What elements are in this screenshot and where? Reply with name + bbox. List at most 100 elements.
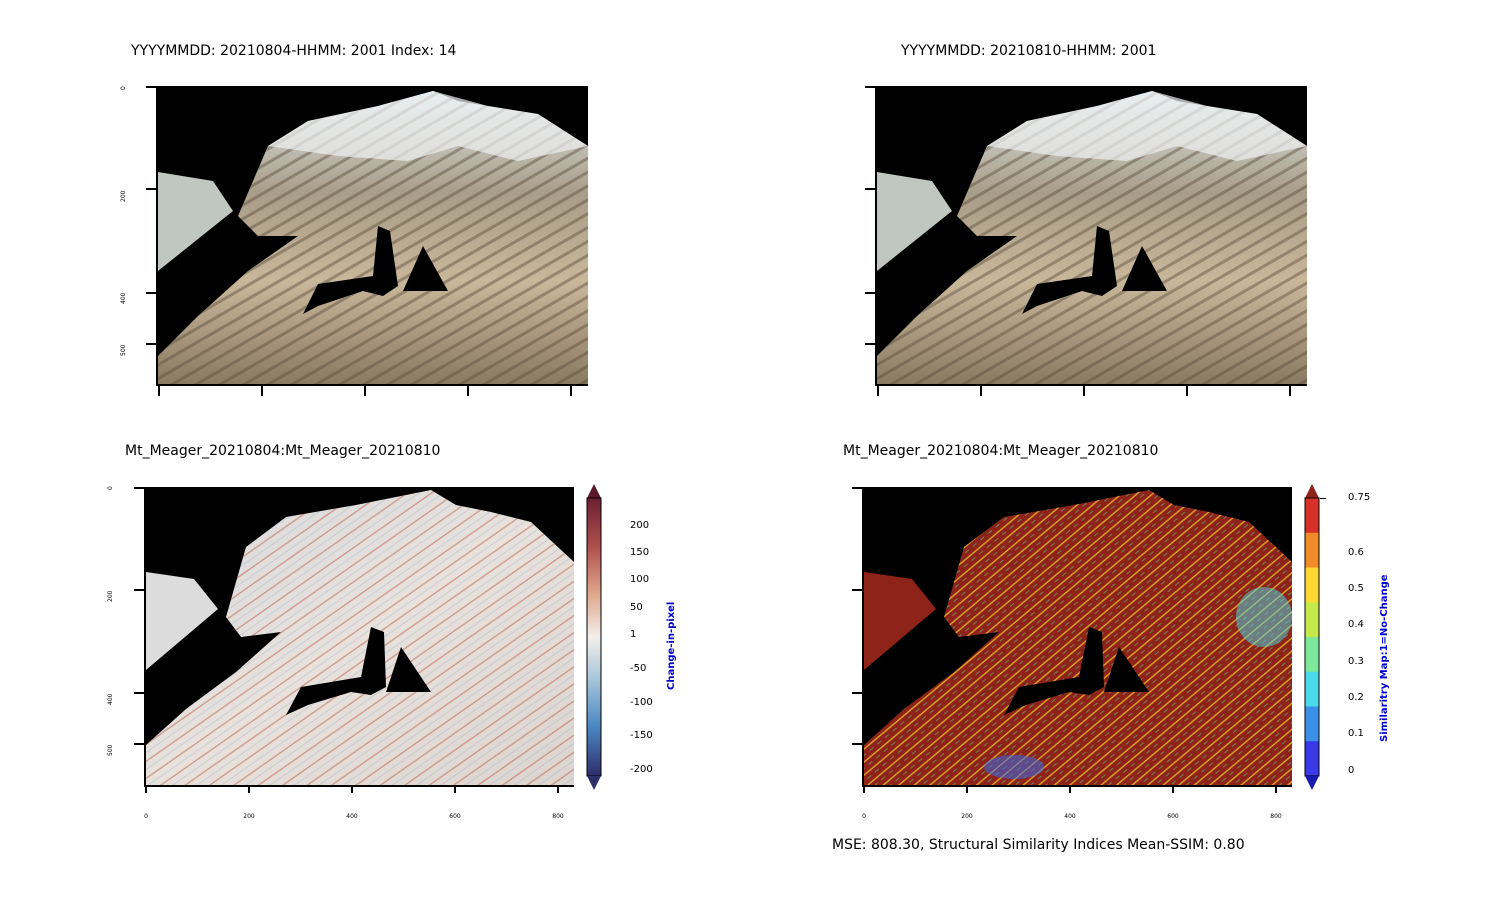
- x-tick: [1186, 386, 1188, 396]
- colorbar-tick-label: 0.4: [1348, 619, 1364, 630]
- colorbar-band: [1305, 637, 1319, 673]
- bottom-right-title: Mt_Meager_20210804:Mt_Meager_20210810: [843, 443, 1159, 459]
- y-tick: [146, 343, 156, 345]
- colorbar-band: [1305, 567, 1319, 603]
- y-tick: [852, 589, 862, 591]
- colorbar-band: [1305, 741, 1319, 777]
- metrics-caption: MSE: 808.30, Structural Similarity Indic…: [832, 837, 1245, 853]
- colorbar-band: [1305, 671, 1319, 707]
- colorbar-tick-label: -150: [630, 730, 653, 741]
- colorbar-tick-label: -200: [630, 764, 653, 775]
- y-tick: [852, 743, 862, 745]
- x-tick-label: 200: [243, 813, 255, 820]
- x-tick: [454, 787, 456, 793]
- x-tick: [145, 787, 147, 793]
- y-tick-label: 400: [120, 292, 127, 304]
- colorbar-tick-label: 0.3: [1348, 656, 1364, 667]
- y-tick: [865, 292, 875, 294]
- colorbar-tick-label: 0.75: [1348, 492, 1371, 503]
- x-tick: [980, 386, 982, 396]
- y-tick: [852, 487, 862, 489]
- y-tick: [865, 188, 875, 190]
- x-tick-label: 600: [1167, 813, 1179, 820]
- change-map: [146, 490, 574, 785]
- y-tick: [146, 86, 156, 88]
- x-tick: [158, 386, 160, 396]
- x-tick: [351, 787, 353, 793]
- x-tick: [1083, 386, 1085, 396]
- y-tick-label: 400: [107, 693, 114, 705]
- colorbar-tick-label: 0: [1348, 765, 1355, 776]
- colorbar-tick-label: -50: [630, 663, 647, 674]
- x-tick-label: 0: [144, 813, 148, 820]
- y-tick: [134, 692, 144, 694]
- y-tick-label: 500: [120, 344, 127, 356]
- x-tick-label: 400: [346, 813, 358, 820]
- y-tick: [146, 292, 156, 294]
- colorbar-tick-label: 100: [630, 574, 650, 585]
- colorbar-tick-label: 50: [630, 602, 643, 613]
- colorbar-tick-label: 1: [630, 629, 637, 640]
- colorbar-band: [1305, 706, 1319, 742]
- similarity-colorbar-title: Similaritry Map:1=No-Change: [1379, 574, 1390, 742]
- top-right-y-axis: [875, 86, 877, 386]
- similarity-colorbar: [1304, 484, 1320, 790]
- bottom-right-image: [864, 487, 1292, 785]
- change-colorbar: [586, 484, 602, 790]
- x-tick-label: 0: [862, 813, 866, 820]
- y-tick: [134, 589, 144, 591]
- colorbar-tick-label: 150: [630, 547, 650, 558]
- colorbar-tick-label: 0.1: [1348, 728, 1364, 739]
- y-tick-label: 200: [107, 590, 114, 602]
- mountain-photo-b: [877, 91, 1307, 384]
- x-tick-label: 800: [1270, 813, 1282, 820]
- x-tick: [261, 386, 263, 396]
- x-tick-label: 800: [552, 813, 564, 820]
- colorbar-tick-label: 0.5: [1348, 583, 1364, 594]
- x-tick: [557, 787, 559, 793]
- bottom-left-title: Mt_Meager_20210804:Mt_Meager_20210810: [125, 443, 441, 459]
- change-colorbar-title: Change-in-pixel: [666, 601, 677, 690]
- bottom-right-x-axis: [862, 785, 1292, 787]
- colorbar-band: [1305, 602, 1319, 638]
- y-tick-label: 200: [120, 190, 127, 202]
- similarity-map: [864, 490, 1292, 785]
- x-tick: [877, 386, 879, 396]
- top-left-x-axis: [156, 384, 588, 386]
- x-tick-label: 600: [449, 813, 461, 820]
- y-tick: [146, 188, 156, 190]
- y-tick: [865, 86, 875, 88]
- y-tick-label: 500: [107, 744, 114, 756]
- colorbar-tick: [1320, 498, 1326, 499]
- x-tick-label: 200: [961, 813, 973, 820]
- x-tick: [1069, 787, 1071, 793]
- y-tick-label: 0: [120, 86, 127, 90]
- mountain-photo-a: [158, 91, 588, 384]
- x-tick: [863, 787, 865, 793]
- colorbar-band: [1305, 498, 1319, 534]
- x-tick-label: 400: [1064, 813, 1076, 820]
- y-tick: [134, 487, 144, 489]
- top-left-title: YYYYMMDD: 20210804-HHMM: 2001 Index: 14: [131, 43, 457, 59]
- y-tick-label: 0: [107, 486, 114, 490]
- y-tick: [134, 743, 144, 745]
- x-tick: [364, 386, 366, 396]
- colorbar-tick-label: -100: [630, 697, 653, 708]
- x-tick: [1172, 787, 1174, 793]
- top-left-y-axis: [156, 86, 158, 386]
- colorbar-tick-label: 200: [630, 520, 650, 531]
- x-tick: [966, 787, 968, 793]
- top-right-image: [877, 86, 1307, 384]
- x-tick: [248, 787, 250, 793]
- colorbar-tick-label: 0.6: [1348, 547, 1364, 558]
- bottom-left-y-axis: [144, 487, 146, 787]
- bottom-left-x-axis: [144, 785, 574, 787]
- x-tick: [570, 386, 572, 396]
- top-left-image: [158, 86, 588, 384]
- y-tick: [865, 343, 875, 345]
- x-tick: [1289, 386, 1291, 396]
- colorbar-band: [1305, 532, 1319, 568]
- colorbar-tick-label: 0.2: [1348, 692, 1364, 703]
- top-right-x-axis: [875, 384, 1307, 386]
- top-right-title: YYYYMMDD: 20210810-HHMM: 2001: [901, 43, 1157, 59]
